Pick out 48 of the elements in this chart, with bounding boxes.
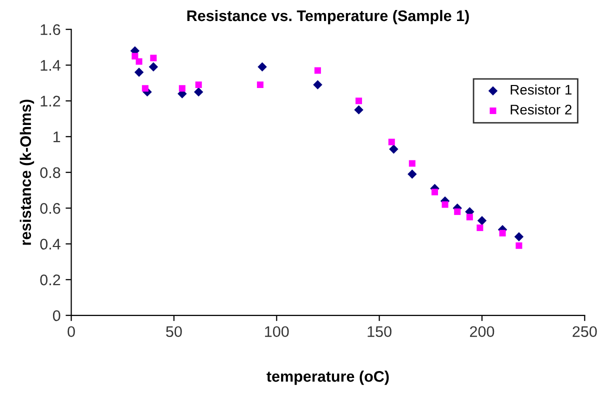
legend-label: Resistor 2 xyxy=(510,104,572,115)
y-tick-label: 0.2 xyxy=(40,274,60,286)
y-tick-label: 1 xyxy=(54,132,60,142)
y-axis-title: resistance (k-Ohms) xyxy=(20,100,34,245)
y-tick-label: 0.8 xyxy=(40,167,60,178)
y-tick-label: 1.6 xyxy=(40,24,60,36)
point xyxy=(354,105,364,114)
point xyxy=(499,230,506,236)
x-tick-label: 50 xyxy=(166,326,182,338)
point xyxy=(477,216,487,226)
point xyxy=(432,188,438,196)
point xyxy=(194,87,204,97)
point xyxy=(388,138,395,146)
point xyxy=(132,52,138,60)
point xyxy=(195,82,202,88)
point xyxy=(454,208,461,215)
point xyxy=(142,85,148,92)
y-tick-label: 0.6 xyxy=(40,203,60,214)
point xyxy=(442,201,448,208)
x-tick-label: 150 xyxy=(368,326,392,338)
point xyxy=(356,98,362,104)
point xyxy=(258,62,267,72)
point xyxy=(313,80,322,90)
point xyxy=(314,67,321,74)
point xyxy=(134,68,144,77)
point xyxy=(150,54,157,62)
chart-title: Resistance vs. Temperature (Sample 1) xyxy=(187,10,469,24)
legend-label: Resistor 1 xyxy=(510,84,572,95)
y-tick-label: 1.4 xyxy=(40,60,60,71)
point xyxy=(148,62,158,72)
point xyxy=(408,170,417,179)
point xyxy=(178,85,186,92)
x-tick-label: 200 xyxy=(470,326,494,338)
y-tick-label: 0.4 xyxy=(40,238,60,250)
y-tick-label: 1.2 xyxy=(40,96,60,106)
y-tick-label: 0 xyxy=(52,310,60,322)
point xyxy=(514,232,524,242)
point xyxy=(516,242,522,249)
x-axis-title: temperature (oC) xyxy=(266,370,389,385)
point xyxy=(408,160,416,167)
x-tick-label: 0 xyxy=(68,326,75,338)
point xyxy=(476,224,484,232)
point xyxy=(389,144,398,154)
point xyxy=(466,214,473,220)
x-tick-label: 100 xyxy=(265,326,289,338)
point xyxy=(136,58,142,65)
point xyxy=(256,82,264,88)
x-tick-label: 250 xyxy=(572,326,597,338)
